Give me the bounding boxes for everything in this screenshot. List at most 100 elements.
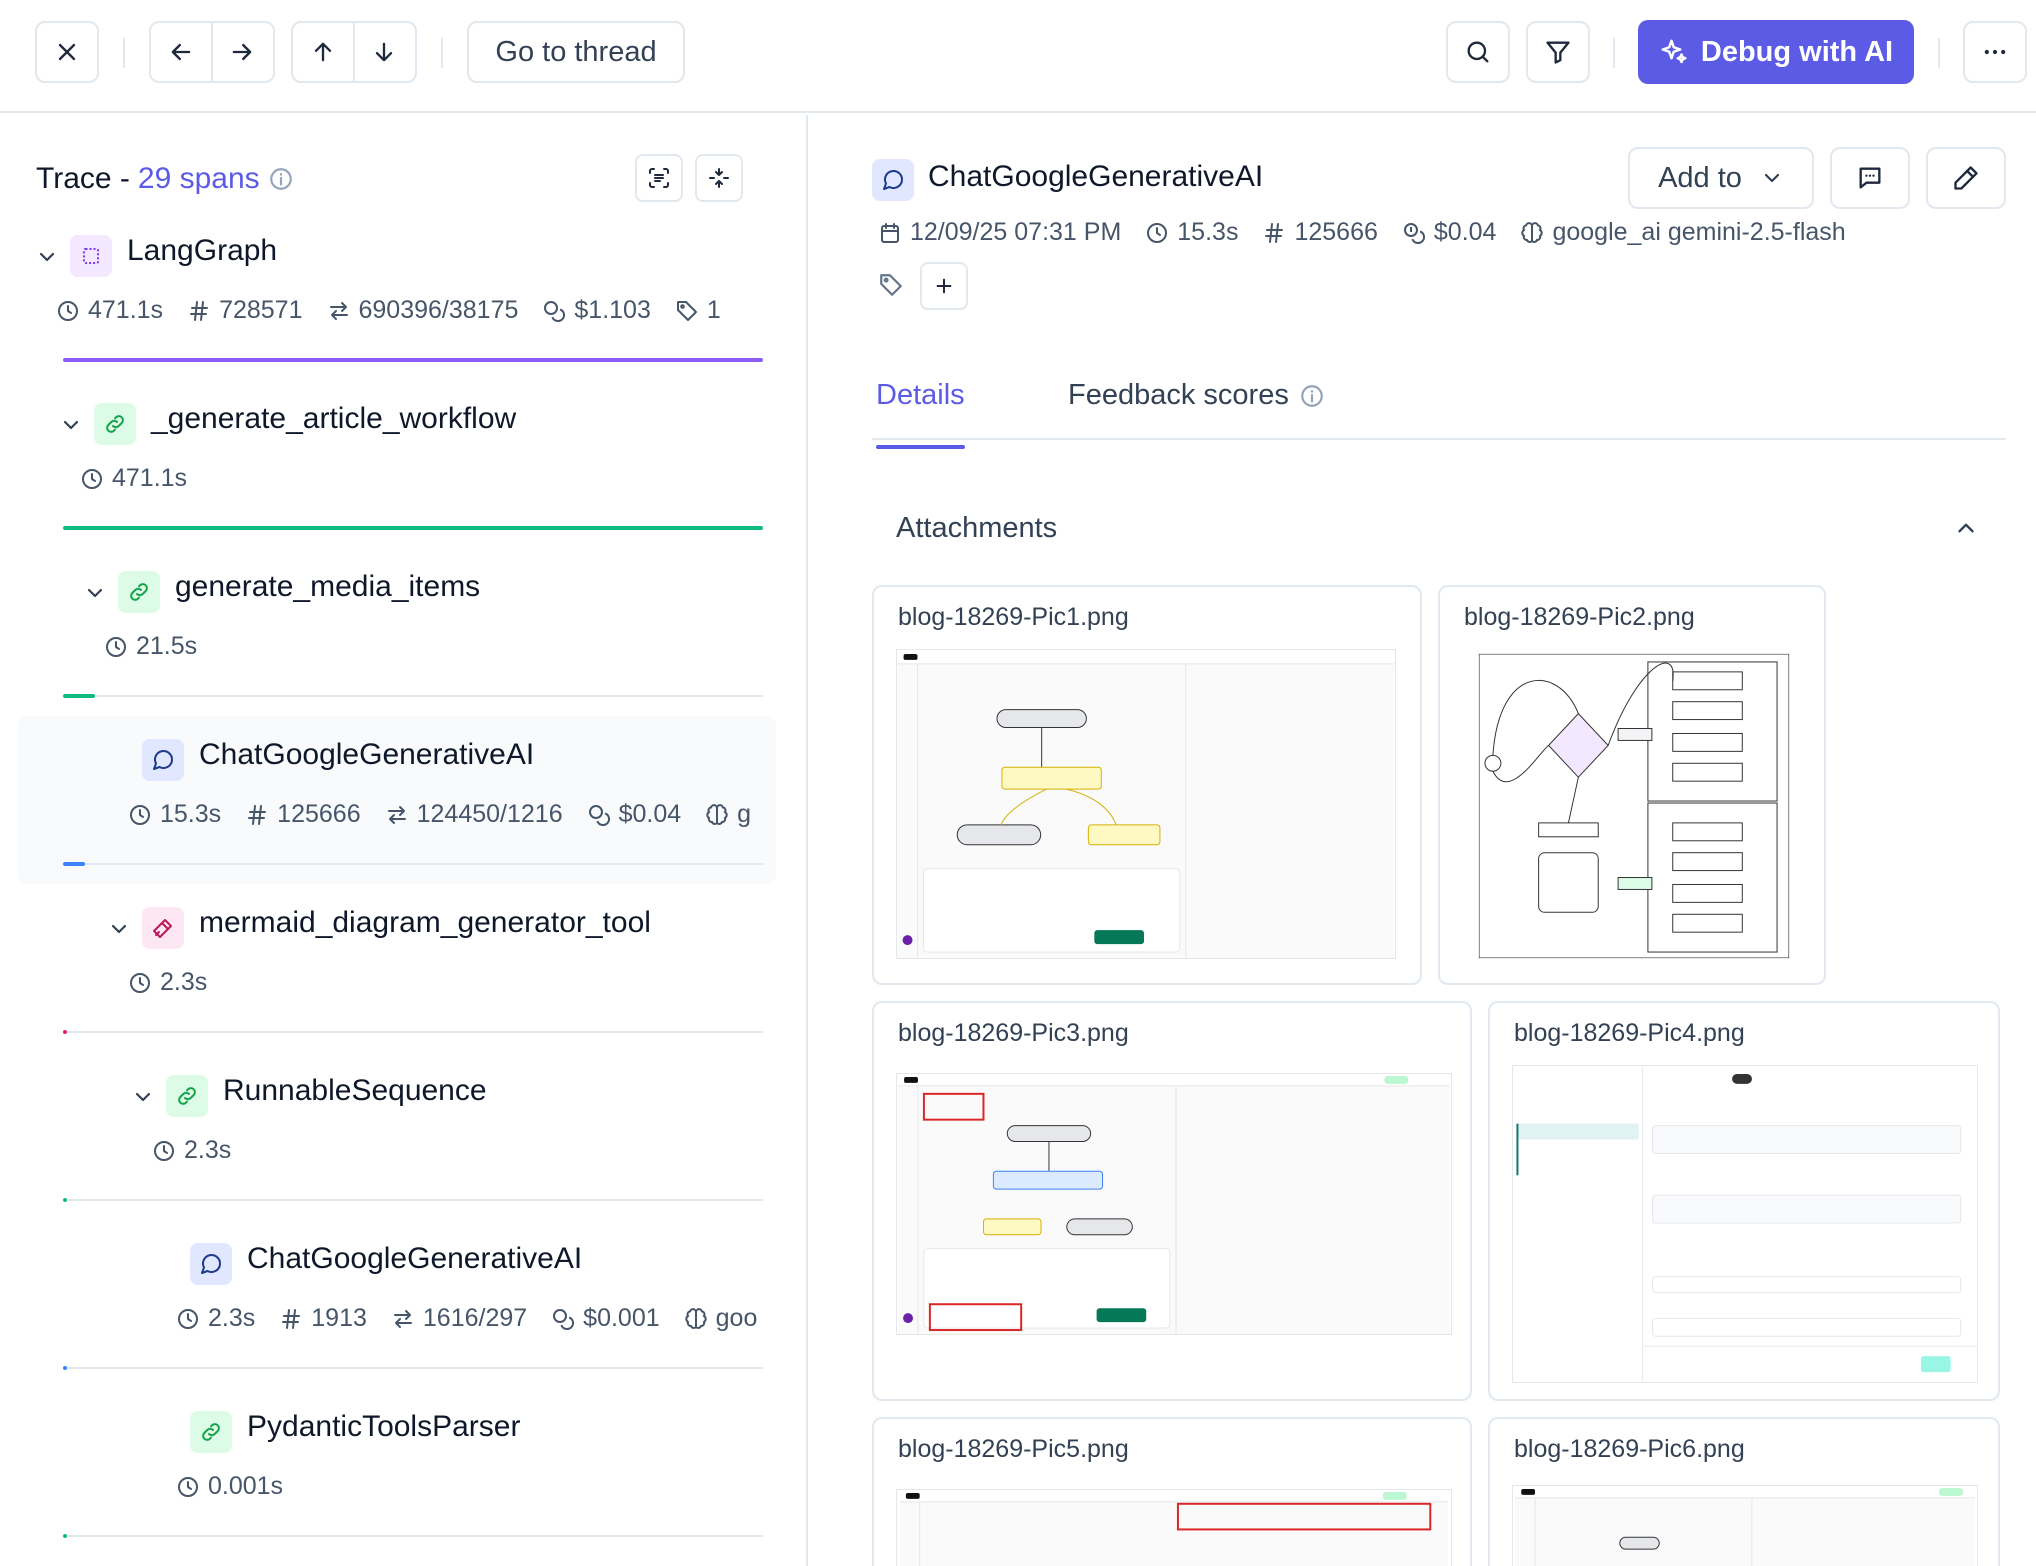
detail-tabs: Details Feedback scores [872, 365, 2006, 449]
span-name: PydanticToolsParser [247, 1410, 521, 1443]
coins-icon [1403, 222, 1425, 244]
span-meta: 21.5s [104, 632, 763, 661]
filter-button[interactable] [1526, 21, 1590, 83]
toolbar-divider [1938, 38, 1940, 68]
tokens-value: 125666 [1294, 218, 1378, 246]
toolbar-divider [123, 38, 125, 68]
span-tokens: 1913 [279, 1304, 367, 1333]
span-io-tokens: 1616/297 [391, 1304, 527, 1333]
info-icon[interactable] [268, 166, 294, 192]
span-duration: 471.1s [80, 464, 187, 493]
prev-next-group [149, 21, 275, 83]
span-timeline-track [63, 862, 763, 866]
chevron-down-icon[interactable] [35, 245, 59, 269]
tab-details-label: Details [876, 379, 965, 411]
trace-tree-panel: Trace - 29 spans LangGraph 471.1s 728571 69… [0, 115, 808, 1566]
attachment-filename: blog-18269-Pic1.png [898, 603, 1129, 631]
arrow-down-icon [375, 42, 393, 62]
span-name: ChatGoogleGenerativeAI [199, 738, 535, 771]
span-row[interactable]: ChatGoogleGenerativeAI 15.3s 125666 124450/… [18, 716, 776, 884]
span-row[interactable]: RunnableSequence 2.3s [0, 1052, 806, 1220]
attachments-heading: Attachments [896, 512, 1058, 544]
chevron-down-icon [1764, 173, 1780, 183]
span-timeline-bar [63, 358, 763, 362]
span-tokens-value: 125666 [277, 800, 361, 828]
tab-feedback-scores[interactable]: Feedback scores [1068, 379, 1325, 412]
span-name: LangGraph [127, 234, 278, 267]
span-row[interactable]: ChatGoogleGenerativeAI 2.3s 1913 1616/297 $0… [0, 1220, 806, 1388]
span-duration: 0.001s [176, 1472, 283, 1501]
go-to-thread-button[interactable]: Go to thread [467, 21, 685, 83]
span-model-value: g [737, 800, 752, 828]
span-cost: $1.103 [542, 296, 651, 325]
link-icon-box [94, 403, 136, 445]
attachment-card[interactable]: blog-18269-Pic4.png [1488, 1001, 2000, 1401]
span-timeline-track [63, 694, 763, 698]
attachment-card[interactable]: blog-18269-Pic2.png [1438, 585, 1826, 985]
link-icon [175, 1084, 199, 1108]
span-timeline-bar [63, 694, 95, 698]
span-row[interactable]: PydanticToolsParser 0.001s [0, 1388, 806, 1556]
attachment-card[interactable]: blog-18269-Pic5.png [872, 1417, 1472, 1566]
span-timeline-track [63, 1366, 763, 1370]
brain-icon [706, 803, 728, 825]
close-button[interactable] [35, 21, 99, 83]
arrows-exchange-icon [387, 805, 406, 824]
studio-screenshot-thumb [897, 650, 1395, 958]
move-down-button[interactable] [353, 23, 413, 81]
span-row[interactable]: LangGraph 471.1s 728571 690396/38175 $1.103 1 [0, 212, 806, 380]
span-duration-value: 15.3s [160, 800, 222, 828]
tab-details[interactable]: Details [876, 379, 965, 449]
tag-icon [880, 274, 902, 296]
toolbar-divider [1613, 38, 1615, 68]
search-button[interactable] [1446, 21, 1510, 83]
span-row[interactable]: mermaid_diagram_generator_tool 2.3s [0, 884, 806, 1052]
link-icon-box [118, 571, 160, 613]
chevron-up-icon[interactable] [1953, 515, 1979, 541]
attachment-card[interactable]: blog-18269-Pic6.png [1488, 1417, 2000, 1566]
clock-icon [58, 300, 78, 321]
more-options-button[interactable] [1963, 21, 2027, 83]
span-row[interactable]: _generate_article_workflow 471.1s [0, 380, 806, 548]
span-row[interactable]: generate_media_items 21.5s [0, 548, 806, 716]
clock-icon [130, 804, 150, 825]
span-model-value: goo [715, 1304, 758, 1332]
attachment-card[interactable]: blog-18269-Pic1.png [872, 585, 1422, 985]
detail-meta: 12/09/25 07:31 PM 15.3s 125666 $0.04 goo… [878, 218, 1846, 247]
debug-with-ai-button[interactable]: Debug with AI [1638, 20, 1914, 84]
link-icon [127, 580, 151, 604]
hash-icon [1265, 222, 1284, 243]
attachment-card[interactable]: blog-18269-Pic3.png [872, 1001, 1472, 1401]
span-duration-value: 21.5s [136, 632, 198, 660]
next-button[interactable] [211, 23, 271, 81]
link-icon-box [166, 1075, 208, 1117]
close-icon [58, 43, 76, 61]
add-tag-button[interactable] [920, 262, 968, 310]
message-circle-icon [883, 170, 903, 190]
edit-button[interactable] [1926, 147, 2006, 209]
move-up-button[interactable] [293, 23, 353, 81]
chevron-down-icon[interactable] [59, 413, 83, 437]
info-icon[interactable] [1299, 383, 1325, 409]
previous-button[interactable] [151, 23, 211, 81]
attachment-filename: blog-18269-Pic6.png [1514, 1435, 1745, 1463]
span-duration-value: 2.3s [184, 1136, 232, 1164]
diagram-thumb [1479, 654, 1789, 958]
span-timeline-bar [63, 1030, 67, 1034]
span-duration-value: 471.1s [112, 464, 188, 492]
chevron-down-icon[interactable] [107, 917, 131, 941]
span-tokens: 125666 [245, 800, 361, 829]
span-io-value: 690396/38175 [358, 296, 519, 324]
chevron-down-icon[interactable] [131, 1085, 155, 1109]
chevron-down-icon[interactable] [83, 581, 107, 605]
span-cost-value: $0.04 [618, 800, 682, 828]
focus-span-button[interactable] [635, 154, 683, 202]
clock-icon [178, 1476, 198, 1497]
collapse-all-button[interactable] [695, 154, 743, 202]
comments-button[interactable] [1830, 147, 1910, 209]
span-duration: 471.1s [56, 296, 163, 325]
filter-icon [1546, 41, 1570, 64]
span-model: g [705, 800, 751, 829]
span-cost-value: $0.001 [583, 1304, 660, 1332]
add-to-dropdown[interactable]: Add to [1628, 147, 1814, 209]
